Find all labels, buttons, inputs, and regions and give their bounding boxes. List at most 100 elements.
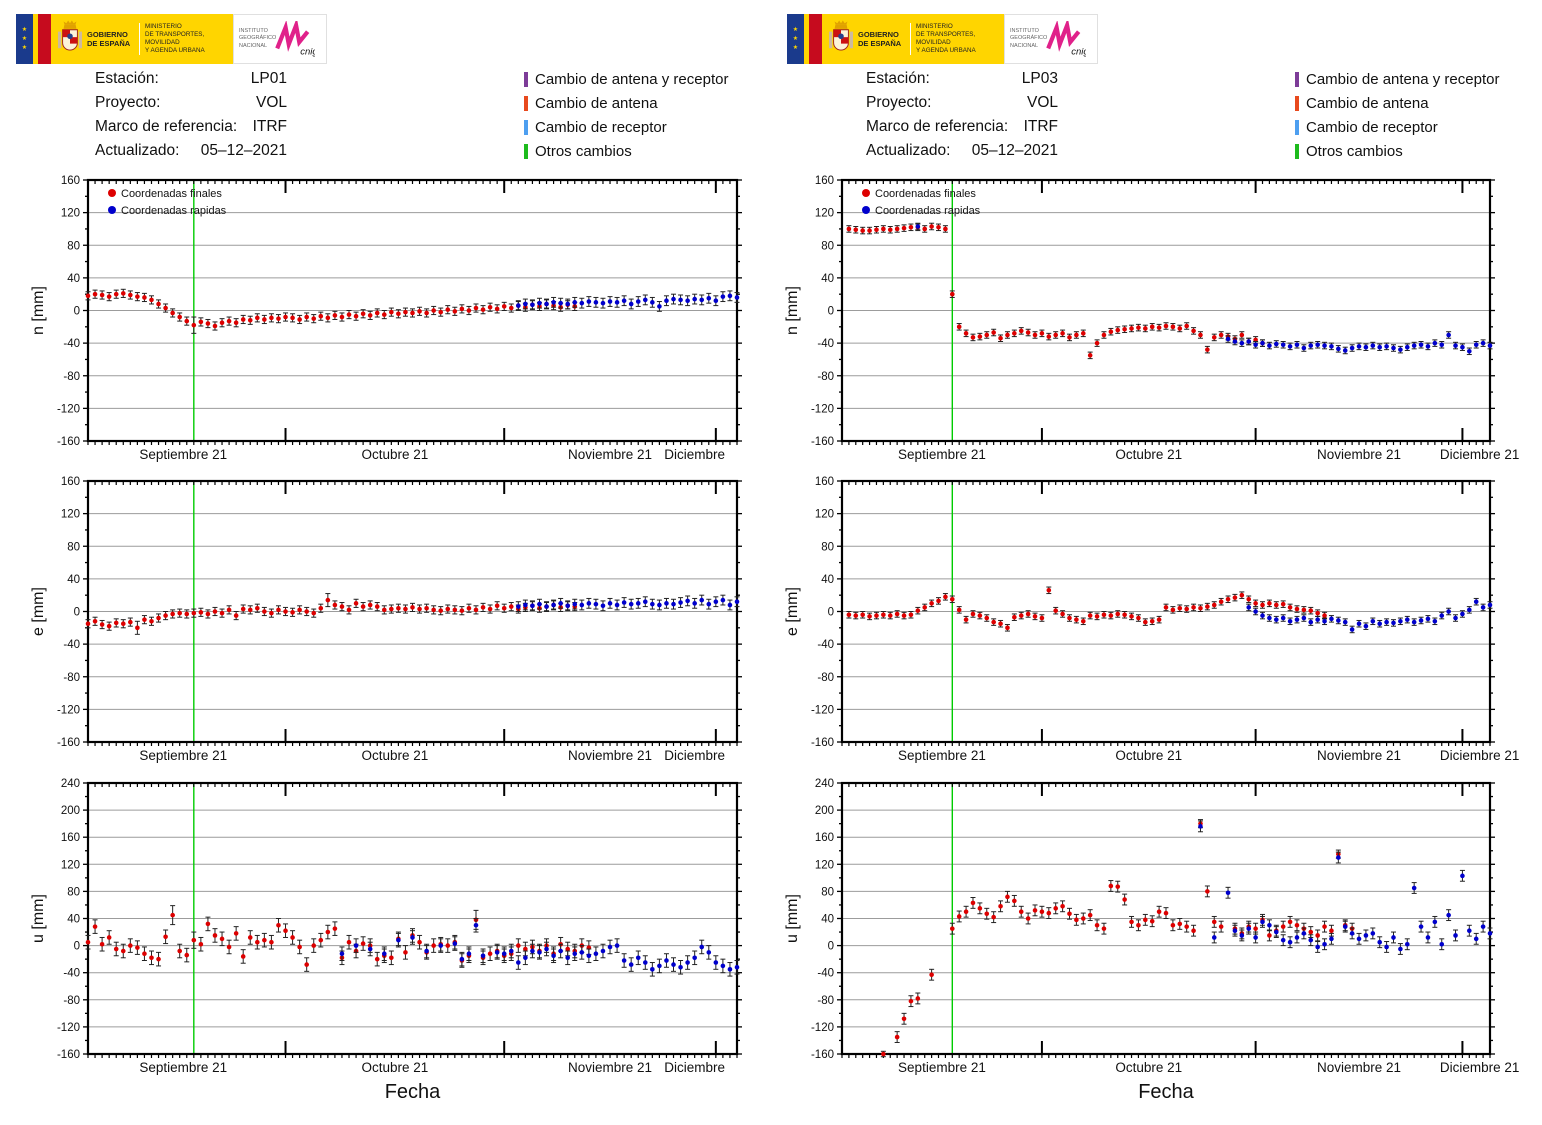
other-changes-swatch	[1295, 143, 1299, 159]
svg-text:Coordenadas rapidas: Coordenadas rapidas	[875, 205, 981, 217]
antenna-receiver-change-swatch	[524, 71, 528, 87]
svg-text:200: 200	[61, 805, 80, 817]
svg-text:-120: -120	[811, 704, 834, 716]
figure-lp01: ★ ★ ★ GOBIERNO DE ESPAÑA MINISTERIO DE TRA…	[16, 14, 742, 1103]
svg-text:160: 160	[815, 832, 834, 844]
svg-text:160: 160	[61, 832, 80, 844]
receiver-change-label: Cambio de receptor	[1306, 118, 1438, 136]
svg-text:40: 40	[67, 273, 80, 285]
svg-text:-80: -80	[817, 995, 834, 1007]
svg-text:Noviembre 21: Noviembre 21	[568, 748, 652, 763]
series-finales	[85, 593, 578, 635]
svg-text:40: 40	[821, 574, 834, 586]
svg-text:-160: -160	[811, 1049, 834, 1061]
project-value: VOL	[1026, 94, 1058, 111]
svg-text:Noviembre 21: Noviembre 21	[1317, 748, 1401, 763]
series-finales	[85, 288, 578, 334]
receiver-change-label: Cambio de receptor	[535, 118, 667, 136]
series-rapidas	[915, 222, 1493, 356]
svg-text:n [mm]: n [mm]	[784, 286, 801, 335]
eu-flag-band: ★ ★ ★	[787, 14, 804, 64]
svg-text:Fecha: Fecha	[1138, 1081, 1194, 1103]
svg-text:Coordenadas rapidas: Coordenadas rapidas	[121, 205, 227, 217]
ign-panel: INSTITUTO GEOGRÁFICO NACIONAL cnig	[233, 14, 327, 64]
other-changes-label: Otros cambios	[535, 142, 632, 160]
svg-text:cnig: cnig	[1071, 47, 1086, 57]
svg-text:Coordenadas finales: Coordenadas finales	[875, 188, 976, 200]
cnig-logo-icon: cnig	[1046, 21, 1086, 57]
ign-panel: INSTITUTO GEOGRÁFICO NACIONAL cnig	[1004, 14, 1098, 64]
svg-text:-120: -120	[57, 1022, 80, 1034]
svg-text:40: 40	[67, 574, 80, 586]
station-value: LP03	[1021, 70, 1058, 87]
spain-coat-of-arms-icon	[58, 20, 82, 51]
svg-text:Octubre 21: Octubre 21	[361, 1060, 428, 1075]
svg-text:-120: -120	[57, 403, 80, 415]
receiver-change-swatch	[1295, 119, 1299, 135]
svg-text:cnig: cnig	[300, 47, 315, 57]
svg-text:Diciembre 21: Diciembre 21	[1440, 447, 1520, 462]
gobierno-de-espana-logo: ★ ★ ★ GOBIERNO DE ESPAÑA MINISTERIO DE TRA…	[787, 14, 1098, 64]
svg-text:-40: -40	[63, 968, 80, 980]
logo-yellow-panel: GOBIERNO DE ESPAÑA MINISTERIO DE TRANSPO…	[51, 14, 233, 64]
subplot-lp03-u: -160 -120 -80 -40 0 40 80 120 160 200 240 Septiembr…	[784, 778, 1519, 1103]
station-label: Estación:	[866, 70, 930, 87]
svg-text:-160: -160	[57, 737, 80, 749]
svg-text:Octubre 21: Octubre 21	[1115, 447, 1182, 462]
svg-text:Octubre 21: Octubre 21	[1115, 1060, 1182, 1075]
svg-text:240: 240	[61, 778, 80, 790]
antenna-receiver-change-label: Cambio de antena y receptor	[1306, 70, 1500, 88]
other-changes-swatch	[524, 143, 528, 159]
svg-text:Noviembre 21: Noviembre 21	[1317, 447, 1401, 462]
station-label: Estación:	[95, 70, 159, 87]
svg-text:Septiembre 21: Septiembre 21	[139, 1060, 227, 1075]
eu-flag-band: ★ ★ ★	[16, 14, 33, 64]
svg-text:80: 80	[821, 886, 834, 898]
svg-text:Diciembre 21: Diciembre 21	[1440, 748, 1520, 763]
svg-text:40: 40	[821, 914, 834, 926]
star-icon: ★	[792, 45, 799, 51]
svg-text:-40: -40	[817, 338, 834, 350]
svg-text:80: 80	[67, 886, 80, 898]
updated-label: Actualizado:	[866, 142, 951, 159]
other-changes-label: Otros cambios	[1306, 142, 1403, 160]
cnig-logo-icon: cnig	[275, 21, 315, 57]
svg-text:120: 120	[815, 859, 834, 871]
svg-text:Septiembre 21: Septiembre 21	[898, 748, 986, 763]
instituto-text: INSTITUTO GEOGRÁFICO NACIONAL	[239, 28, 277, 49]
star-icon: ★	[21, 36, 28, 42]
svg-text:80: 80	[821, 240, 834, 252]
series-rapidas	[515, 594, 740, 612]
series-finales	[846, 222, 1266, 360]
svg-text:Septiembre 21: Septiembre 21	[139, 748, 227, 763]
antenna-change-swatch	[1295, 95, 1299, 111]
svg-text:120: 120	[61, 208, 80, 220]
svg-text:Diciembre: Diciembre	[664, 748, 725, 763]
svg-text:0: 0	[828, 306, 834, 318]
station-info-lp01: Estación: LP01 Proyecto: VOL Marco de refe…	[95, 67, 287, 163]
svg-text:Octubre 21: Octubre 21	[361, 748, 428, 763]
subplot-lp01-e: -160 -120 -80 -40 0 40 80 120 160 Septiembre 21 Oc…	[30, 476, 742, 763]
spain-coat-of-arms-icon	[829, 20, 853, 51]
svg-text:-80: -80	[817, 672, 834, 684]
subplot-lp03-e: -160 -120 -80 -40 0 40 80 120 160 Septiembre 21 Oc…	[784, 476, 1519, 763]
receiver-change-swatch	[524, 119, 528, 135]
logo-yellow-panel: GOBIERNO DE ESPAÑA MINISTERIO DE TRANSPO…	[822, 14, 1004, 64]
antenna-change-label: Cambio de antena	[1306, 94, 1429, 112]
svg-text:Fecha: Fecha	[385, 1081, 441, 1103]
svg-text:-120: -120	[811, 403, 834, 415]
frame-label: Marco de referencia:	[95, 118, 238, 135]
svg-text:0: 0	[828, 607, 834, 619]
project-value: VOL	[255, 94, 287, 111]
project-label: Proyecto:	[866, 94, 932, 111]
svg-text:80: 80	[67, 240, 80, 252]
figure-right-plots: -160 -120 -80 -40 0 40 80 120 160 Septiembre 21 Oc…	[784, 175, 1520, 1103]
svg-text:u [mm]: u [mm]	[784, 894, 801, 943]
event-legend: Cambio de antena y receptor Cambio de an…	[1295, 67, 1499, 163]
svg-text:-40: -40	[63, 639, 80, 651]
instituto-text: INSTITUTO GEOGRÁFICO NACIONAL	[1010, 28, 1048, 49]
figure-left-plots: -160 -120 -80 -40 0 40 80 120 160 Septiembre 21 Oc…	[30, 175, 742, 1103]
antenna-change-swatch	[524, 95, 528, 111]
series-rapidas	[339, 918, 740, 977]
